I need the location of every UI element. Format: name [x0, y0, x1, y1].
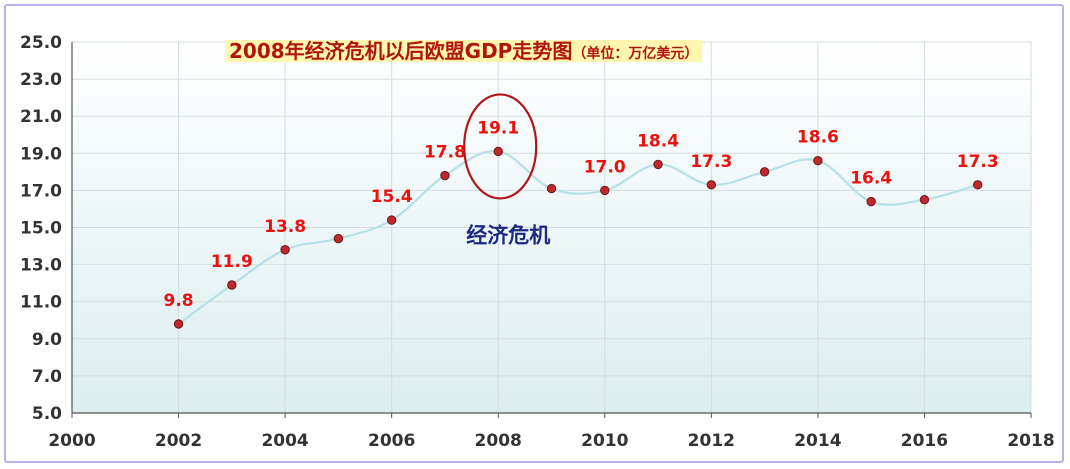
- data-label: 13.8: [264, 217, 306, 237]
- x-tick-label: 2016: [901, 431, 948, 451]
- annotation-group: 经济危机: [463, 93, 550, 247]
- y-tick-label: 21.0: [20, 107, 62, 127]
- data-point: [706, 180, 717, 190]
- data-point: [440, 170, 450, 181]
- x-tick-label: 2008: [475, 431, 522, 451]
- data-point: [919, 194, 930, 205]
- data-point: [280, 245, 290, 255]
- x-tick-label: 2004: [261, 431, 308, 451]
- y-tick-label: 19.0: [20, 144, 62, 164]
- x-tick-label: 2012: [688, 431, 735, 451]
- y-tick-label: 7.0: [32, 367, 62, 387]
- data-label: 18.6: [797, 128, 839, 148]
- data-point: [973, 180, 983, 190]
- data-label: 9.8: [163, 291, 193, 311]
- y-tick-label: 25.0: [20, 33, 62, 53]
- data-label: 17.3: [690, 152, 732, 172]
- x-tick-label: 2018: [1007, 431, 1054, 451]
- chart-title-main: 2008年经济危机以后欧盟GDP走势图: [229, 39, 572, 63]
- y-tick-label: 13.0: [20, 256, 62, 276]
- series-line: [177, 150, 979, 325]
- highlight-circle: [463, 93, 538, 200]
- chart-title-group: 2008年经济危机以后欧盟GDP走势图（单位：万亿美元）: [225, 39, 703, 63]
- data-label: 15.4: [371, 187, 413, 207]
- data-labels: 9.8 11.9 13.8 15.4 17.8 19.1 17.0 18.4 17.3 18.6 1…: [163, 118, 998, 311]
- chart-title: 2008年经济危机以后欧盟GDP走势图（单位：万亿美元）: [229, 39, 698, 63]
- data-point: [600, 185, 610, 196]
- data-point: [333, 233, 344, 244]
- data-label: 16.4: [850, 169, 892, 189]
- x-tick-label: 2014: [794, 431, 841, 451]
- y-tick-label: 11.0: [20, 293, 62, 313]
- y-tick-label: 17.0: [20, 181, 62, 201]
- data-point: [386, 215, 397, 225]
- data-label: 17.8: [424, 143, 466, 163]
- y-tick-label: 23.0: [20, 70, 62, 90]
- x-tick-label: 2006: [368, 431, 415, 451]
- data-point: [759, 167, 770, 177]
- data-label: 19.1: [477, 118, 519, 138]
- x-tick-label: 2002: [155, 431, 202, 451]
- data-point: [813, 156, 823, 166]
- y-tick-label: 9.0: [32, 330, 62, 350]
- series-line-path: [177, 150, 979, 325]
- annotation-label: 经济危机: [466, 223, 550, 247]
- chart-title-unit: （单位：万亿美元）: [572, 45, 698, 62]
- data-label: 18.4: [637, 131, 679, 151]
- data-point: [546, 183, 557, 194]
- data-point: [866, 196, 876, 207]
- data-point: [493, 146, 503, 157]
- data-label: 17.3: [957, 152, 999, 172]
- chart-title-highlight: [225, 40, 703, 62]
- chart-frame: [4, 4, 1064, 463]
- y-tick-label: 5.0: [32, 404, 62, 424]
- data-markers: [173, 146, 983, 329]
- data-label: 11.9: [211, 252, 253, 272]
- y-tick-label: 15.0: [20, 219, 62, 239]
- x-tick-label: 2010: [581, 431, 628, 451]
- axes: 5.0 7.0 9.0 11.0 13.0 15.0 17.0 19.0 21.0 23.0 25.…: [20, 33, 1055, 451]
- data-label: 17.0: [584, 157, 626, 177]
- data-point: [227, 280, 237, 290]
- x-tick-label: 2000: [48, 431, 95, 451]
- data-point: [653, 159, 663, 170]
- data-point: [173, 319, 184, 329]
